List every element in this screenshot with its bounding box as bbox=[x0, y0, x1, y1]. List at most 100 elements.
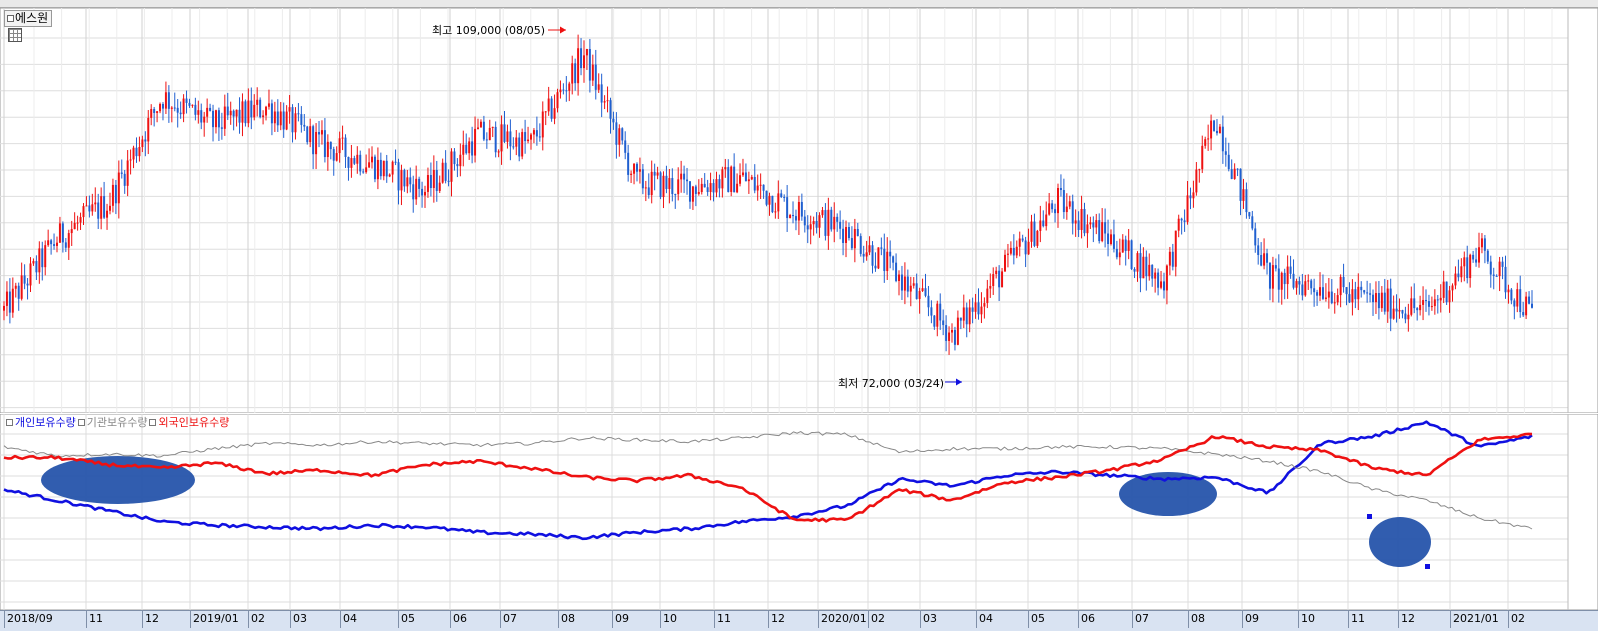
candle-body bbox=[730, 166, 733, 192]
candle-body bbox=[874, 265, 877, 269]
legend-individual[interactable]: 개인보유수량 bbox=[15, 416, 76, 429]
candle-body bbox=[712, 183, 715, 193]
candle-body bbox=[1207, 138, 1210, 140]
candle-body bbox=[594, 64, 597, 90]
candle-body bbox=[1289, 266, 1292, 274]
candle-body bbox=[768, 195, 771, 205]
candle-body bbox=[1274, 265, 1277, 269]
axis-tick-label: 04 bbox=[340, 610, 357, 628]
candle-body bbox=[1254, 228, 1257, 246]
candle-body bbox=[1139, 253, 1142, 279]
candle-body bbox=[1030, 221, 1033, 242]
candle-body bbox=[94, 202, 97, 205]
candle-body bbox=[412, 184, 415, 200]
candle-body bbox=[359, 154, 362, 172]
candle-body bbox=[55, 242, 58, 246]
candle-body bbox=[1098, 220, 1101, 242]
axis-tick-label: 03 bbox=[290, 610, 307, 628]
candle-body bbox=[1245, 189, 1248, 213]
candle-body bbox=[924, 288, 927, 296]
candle-body bbox=[400, 170, 403, 191]
candle-body bbox=[512, 146, 515, 148]
candle-body bbox=[1336, 295, 1339, 303]
candle-body bbox=[479, 121, 482, 128]
legend-foreigner[interactable]: 외국인보유수량 bbox=[158, 416, 230, 429]
candle-body bbox=[103, 196, 106, 218]
candle-body bbox=[892, 256, 895, 263]
candle-body bbox=[759, 184, 762, 186]
candle-body bbox=[418, 178, 421, 189]
candle-body bbox=[1475, 259, 1478, 263]
candle-body bbox=[167, 92, 170, 109]
candle-body bbox=[912, 283, 915, 286]
candle-body bbox=[1092, 222, 1095, 228]
holdings-series bbox=[3, 420, 1533, 541]
candle-body bbox=[1316, 292, 1319, 296]
candle-body bbox=[1333, 302, 1336, 304]
axis-tick-label: 06 bbox=[450, 610, 467, 628]
axis-tick-label: 2021/01 bbox=[1450, 610, 1499, 628]
candle-body bbox=[998, 270, 1001, 288]
candle-body bbox=[1363, 290, 1366, 293]
axis-tick-label: 09 bbox=[1242, 610, 1259, 628]
candle-body bbox=[1183, 220, 1186, 222]
high-price-annotation: 최고 109,000 (08/05) bbox=[432, 24, 546, 37]
candle-body bbox=[1151, 264, 1154, 279]
candle-body bbox=[609, 100, 612, 119]
candle-body bbox=[1377, 293, 1380, 309]
candle-body bbox=[986, 288, 989, 304]
candle-body bbox=[1024, 240, 1027, 255]
candle-body bbox=[1357, 286, 1360, 300]
candle-body bbox=[312, 126, 315, 155]
candle-body bbox=[1345, 287, 1348, 295]
candle-body bbox=[447, 180, 450, 182]
axis-tick-label: 03 bbox=[920, 610, 937, 628]
candle-body bbox=[521, 132, 524, 157]
candle-body bbox=[1410, 298, 1413, 315]
candle-body bbox=[974, 302, 977, 312]
candle-body bbox=[544, 111, 547, 113]
candle-body bbox=[962, 307, 965, 321]
candle-body bbox=[750, 176, 753, 180]
candle-body bbox=[220, 127, 223, 129]
candle-body bbox=[606, 100, 609, 102]
axis-tick-label: 06 bbox=[1078, 610, 1095, 628]
candle-body bbox=[959, 317, 962, 321]
candlestick-series bbox=[3, 34, 1533, 355]
candle-body bbox=[624, 140, 627, 153]
candle-body bbox=[235, 109, 238, 117]
table-view-icon[interactable] bbox=[8, 28, 22, 42]
candle-body bbox=[1436, 299, 1439, 301]
candle-body bbox=[23, 275, 26, 284]
candle-body bbox=[1513, 300, 1516, 307]
candle-body bbox=[524, 132, 527, 142]
candle-body bbox=[1319, 287, 1322, 296]
candle-body bbox=[635, 163, 638, 172]
candle-body bbox=[1101, 222, 1104, 242]
candle-body bbox=[244, 101, 247, 124]
candle-body bbox=[1454, 273, 1457, 286]
candle-body bbox=[1083, 208, 1086, 234]
candle-body bbox=[53, 244, 56, 246]
candle-body bbox=[391, 161, 394, 175]
candle-body bbox=[465, 144, 468, 154]
candle-body bbox=[108, 205, 111, 211]
stock-name-label[interactable]: 에스원 bbox=[4, 10, 53, 27]
holdings-chart-grid bbox=[0, 414, 1568, 610]
candle-body bbox=[942, 320, 945, 326]
axis-tick-label: 2020/01 bbox=[818, 610, 867, 628]
candle-body bbox=[1380, 292, 1383, 309]
candle-body bbox=[1198, 169, 1201, 171]
candle-body bbox=[883, 248, 886, 272]
legend-institution[interactable]: 기관보유수량 bbox=[86, 416, 148, 429]
candle-body bbox=[597, 84, 600, 90]
candle-body bbox=[694, 186, 697, 194]
candle-body bbox=[509, 131, 512, 147]
candle-body bbox=[203, 116, 206, 123]
candle-body bbox=[1230, 169, 1233, 179]
candle-body bbox=[1062, 190, 1065, 213]
candle-body bbox=[633, 163, 636, 174]
candle-body bbox=[1015, 246, 1018, 256]
candle-body bbox=[1118, 252, 1121, 258]
candle-body bbox=[356, 154, 359, 164]
